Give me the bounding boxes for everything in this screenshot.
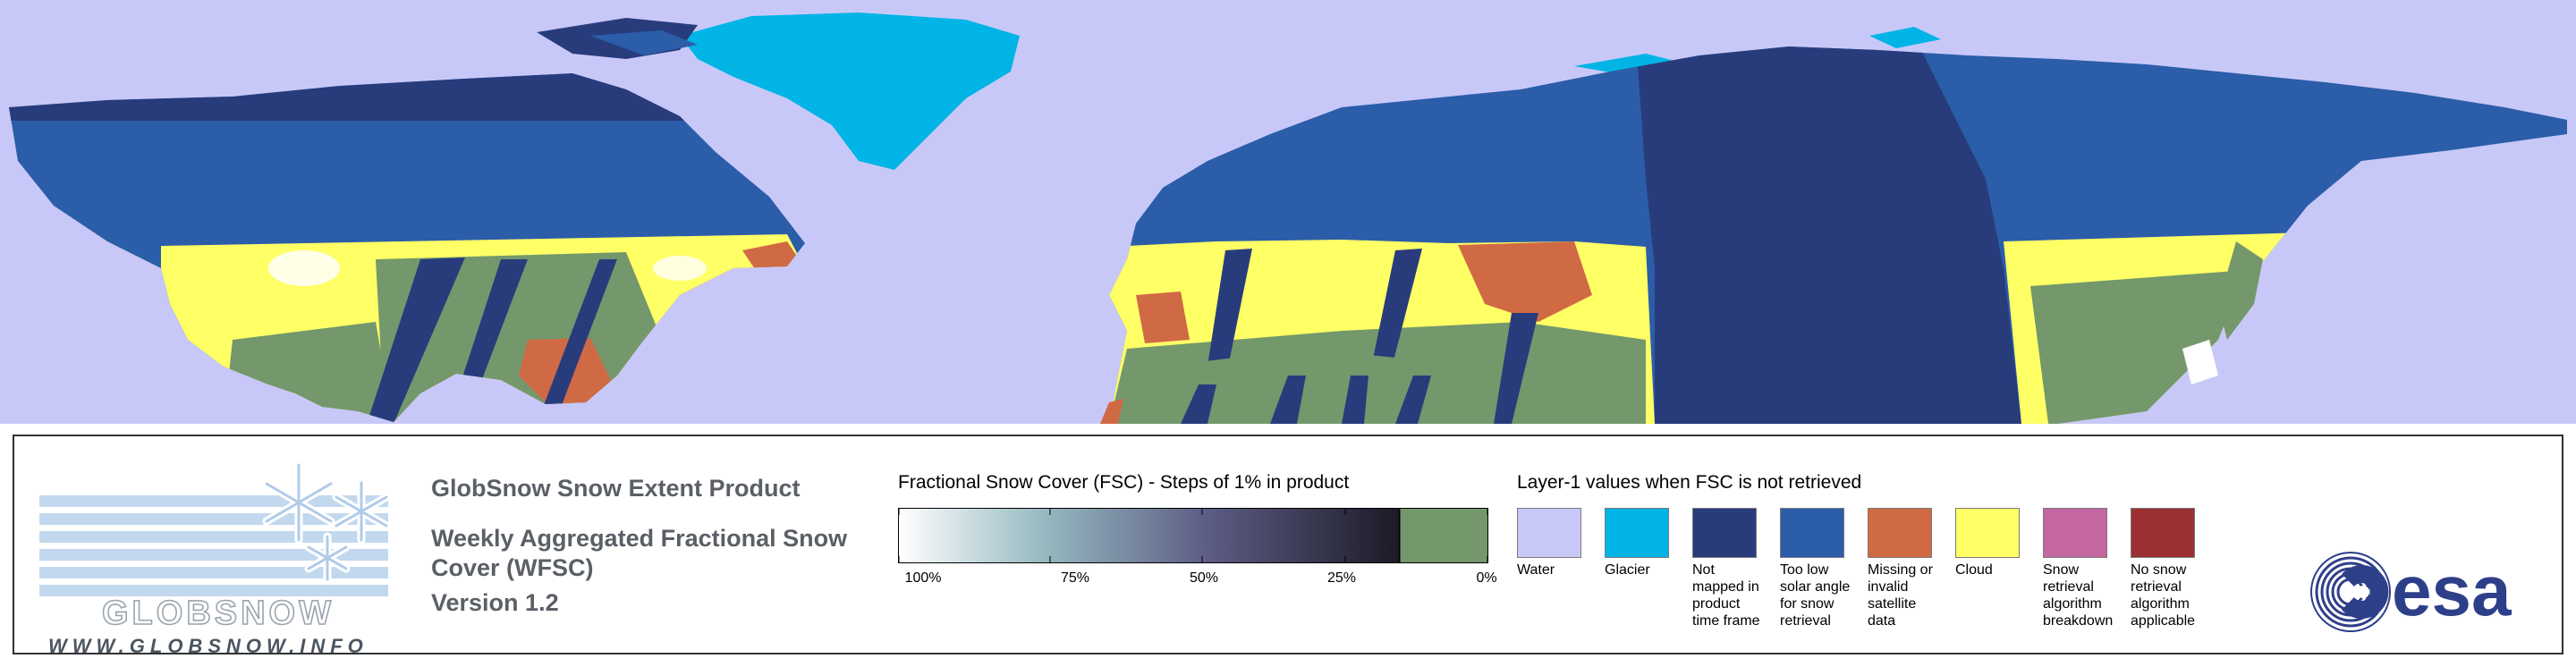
legend-item-no-algorithm: No snow retrieval algorithm applicable <box>2131 508 2216 629</box>
legend-label: Too low solar angle for snow retrieval <box>1780 562 1851 629</box>
legend-swatch <box>1692 508 1757 558</box>
product-title: GlobSnow Snow Extent Product <box>431 475 801 502</box>
snow-cover-map <box>0 0 2576 424</box>
legend-label: Snow retrieval algorithm breakdown <box>2043 562 2114 629</box>
legend-label: Cloud <box>1955 562 1993 578</box>
legend-swatch <box>1517 508 1581 558</box>
legend-item-water: Water <box>1517 508 1602 578</box>
fsc-tick-50: 50% <box>1189 570 1219 586</box>
legend-item-cloud: Cloud <box>1955 508 2040 578</box>
legend-panel: GLOBSNOW WWW.GLOBSNOW.INFO GlobSnow Snow… <box>13 435 2563 657</box>
esa-logo: esa <box>2310 551 2512 632</box>
svg-text:GLOBSNOW: GLOBSNOW <box>102 597 335 629</box>
legend-item-algorithm-breakdown: Snow retrieval algorithm breakdown <box>2043 508 2128 629</box>
layer1-legend-title: Layer-1 values when FSC is not retrieved <box>1517 472 1862 493</box>
legend-label: No snow retrieval algorithm applicable <box>2131 562 2196 629</box>
fsc-tick-0: 0% <box>1476 570 1497 586</box>
legend-swatch <box>1780 508 1844 558</box>
legend-item-missing-data: Missing or invalid satellite data <box>1868 508 1953 629</box>
legend-item-not-mapped: Not mapped in product time frame <box>1692 508 1777 629</box>
product-version: Version 1.2 <box>431 589 559 616</box>
globsnow-wordmark: GLOBSNOW <box>101 597 335 629</box>
fsc-legend-title: Fractional Snow Cover (FSC) - Steps of 1… <box>898 472 1350 493</box>
legend-label: Not mapped in product time frame <box>1692 562 1760 629</box>
legend-label: Water <box>1517 562 1555 578</box>
fsc-tick-25: 25% <box>1326 570 1357 586</box>
legend-swatch <box>2043 508 2107 558</box>
legend-swatch <box>1955 508 2020 558</box>
legend-swatch <box>2131 508 2195 558</box>
product-subtitle: Weekly Aggregated Fractional Snow Cover … <box>431 525 848 581</box>
legend-label: Missing or invalid satellite data <box>1868 562 1933 629</box>
legend-item-low-solar-angle: Too low solar angle for snow retrieval <box>1780 508 1865 629</box>
legend-label: Glacier <box>1605 562 1650 578</box>
fsc-tick-100: 100% <box>904 570 942 586</box>
globsnow-logo: GLOBSNOW WWW.GLOBSNOW.INFO <box>39 454 397 657</box>
svg-text:esa: esa <box>2392 551 2512 630</box>
fsc-tick-75: 75% <box>1060 570 1090 586</box>
fsc-colorbar <box>898 508 1488 563</box>
globsnow-url[interactable]: WWW.GLOBSNOW.INFO <box>48 635 369 657</box>
legend-swatch <box>1868 508 1932 558</box>
legend-item-glacier: Glacier <box>1605 508 1690 578</box>
snowflake-icon <box>262 460 391 583</box>
legend-swatch <box>1605 508 1669 558</box>
